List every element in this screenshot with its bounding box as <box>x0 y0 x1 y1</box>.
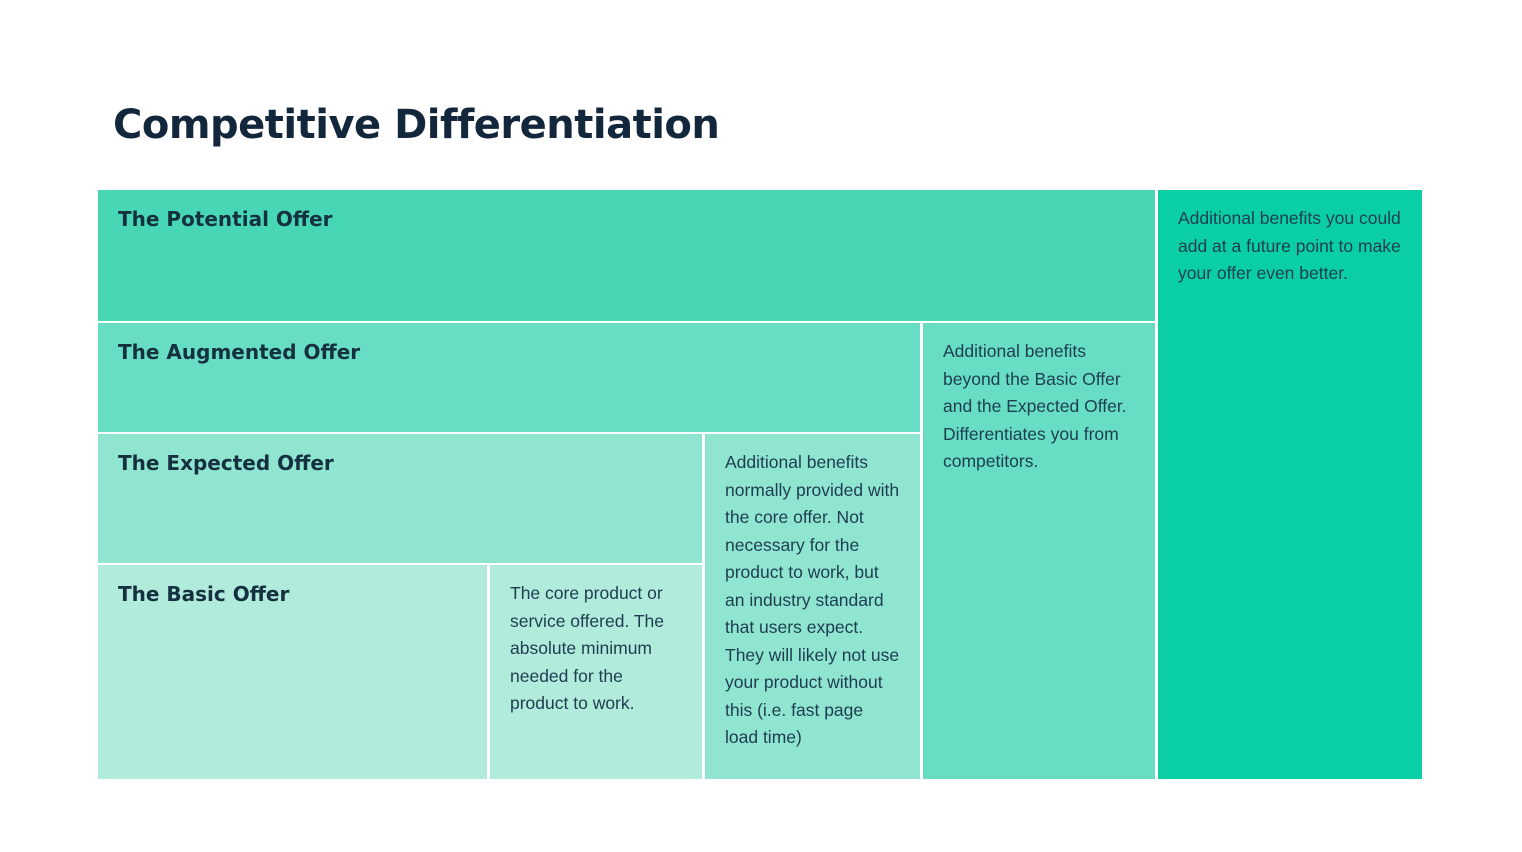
block-expected-offer-description: Additional benefits normally provided wi… <box>705 434 920 779</box>
block-basic-offer: The Basic Offer <box>98 565 487 779</box>
augmented-offer-description-text: Additional benefits beyond the Basic Off… <box>943 341 1127 471</box>
expected-offer-label: The Expected Offer <box>118 451 334 475</box>
block-potential-offer: The Potential Offer <box>98 190 1155 321</box>
augmented-offer-label: The Augmented Offer <box>118 340 361 364</box>
block-augmented-offer: The Augmented Offer <box>98 323 920 432</box>
block-expected-offer: The Expected Offer <box>98 434 702 563</box>
block-basic-offer-description: The core product or service offered. The… <box>490 565 702 779</box>
basic-offer-description-text: The core product or service offered. The… <box>510 583 665 713</box>
potential-offer-label: The Potential Offer <box>118 207 333 231</box>
block-potential-offer-description: Additional benefits you could add at a f… <box>1158 190 1422 779</box>
competitive-differentiation-diagram: The Potential Offer Additional benefits … <box>98 190 1422 779</box>
page-title: Competitive Differentiation <box>113 102 720 148</box>
potential-offer-description-text: Additional benefits you could add at a f… <box>1178 208 1401 283</box>
basic-offer-label: The Basic Offer <box>118 582 290 606</box>
expected-offer-description-text: Additional benefits normally provided wi… <box>725 452 900 747</box>
block-augmented-offer-description: Additional benefits beyond the Basic Off… <box>923 323 1155 779</box>
